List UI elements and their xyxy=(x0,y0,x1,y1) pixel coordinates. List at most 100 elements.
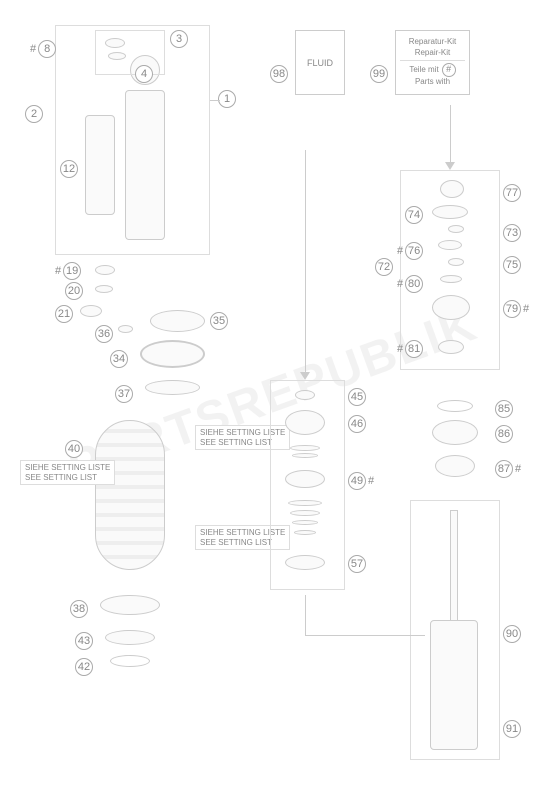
spring-coil xyxy=(95,420,165,570)
repair-line2: Repair-Kit xyxy=(400,48,465,58)
setting-label-left: SIEHE SETTING LISTE SEE SETTING LIST xyxy=(20,460,115,485)
shim-5 xyxy=(292,520,318,525)
shock-reservoir xyxy=(85,115,115,215)
callout-42: 42 xyxy=(75,658,93,676)
part-57 xyxy=(285,555,325,570)
circle-36: 36 xyxy=(95,325,113,343)
circle-1: 1 xyxy=(218,90,236,108)
hash-79: # xyxy=(523,303,529,315)
circle-98: 98 xyxy=(270,65,288,83)
hash-80: # xyxy=(397,278,403,290)
callout-72: 72 xyxy=(375,258,393,276)
shock-body-main xyxy=(125,90,165,240)
circle-2: 2 xyxy=(25,105,43,123)
circle-87: 87 xyxy=(495,460,513,478)
circle-12: 12 xyxy=(60,160,78,178)
callout-45: 45 xyxy=(348,388,366,406)
hash-icon: # xyxy=(442,63,456,77)
circle-35: 35 xyxy=(210,312,228,330)
circle-90: 90 xyxy=(503,625,521,643)
part-77 xyxy=(440,180,464,198)
part-42 xyxy=(110,655,150,667)
seal-ring-1 xyxy=(105,38,125,48)
callout-43: 43 xyxy=(75,632,93,650)
callout-85: 85 xyxy=(495,400,513,418)
circle-42: 42 xyxy=(75,658,93,676)
callout-12: 12 xyxy=(60,160,78,178)
callout-35: 35 xyxy=(210,312,228,330)
callout-91: 91 xyxy=(503,720,521,738)
part-87 xyxy=(435,455,475,477)
part-35 xyxy=(150,310,205,332)
hash-8: # xyxy=(30,43,36,55)
callout-2: 2 xyxy=(25,105,43,123)
circle-79: 79 xyxy=(503,300,521,318)
circle-20: 20 xyxy=(65,282,83,300)
part-76 xyxy=(438,240,462,250)
hash-76: # xyxy=(397,245,403,257)
callout-73: 73 xyxy=(503,224,521,242)
callout-49: 49 # xyxy=(348,472,374,490)
part-80 xyxy=(440,275,462,283)
callout-74: 74 xyxy=(405,206,423,224)
part-36 xyxy=(118,325,133,333)
leader-1 xyxy=(210,100,220,101)
circle-46: 46 xyxy=(348,415,366,433)
part-73 xyxy=(448,225,464,233)
callout-8: # 8 xyxy=(30,40,56,58)
circle-8: 8 xyxy=(38,40,56,58)
circle-74: 74 xyxy=(405,206,423,224)
circle-21: 21 xyxy=(55,305,73,323)
callout-40: 40 xyxy=(65,440,83,458)
leader-right-v xyxy=(450,105,451,165)
repair-line3: Teile mit xyxy=(409,65,438,75)
circle-37: 37 xyxy=(115,385,133,403)
part-74 xyxy=(432,205,468,219)
circle-72: 72 xyxy=(375,258,393,276)
circle-43: 43 xyxy=(75,632,93,650)
shim-6 xyxy=(294,530,316,535)
part-20 xyxy=(95,285,113,293)
seal-ring-2 xyxy=(108,52,126,60)
leader-bottom-h2 xyxy=(305,635,425,636)
callout-99: 99 xyxy=(370,65,388,83)
callout-34: 34 xyxy=(110,350,128,368)
callout-77: 77 xyxy=(503,184,521,202)
shim-4 xyxy=(290,510,320,516)
part-86 xyxy=(432,420,478,445)
repair-line4: Parts with xyxy=(400,77,465,87)
callout-1: 1 xyxy=(218,90,236,108)
fluid-label: FLUID xyxy=(300,58,340,68)
circle-57: 57 xyxy=(348,555,366,573)
part-75 xyxy=(448,258,464,266)
leader-bottom-h xyxy=(305,595,306,635)
callout-98: 98 xyxy=(270,65,288,83)
circle-99: 99 xyxy=(370,65,388,83)
shim-3 xyxy=(288,500,322,506)
callout-3: 3 xyxy=(170,30,188,48)
top-inset-box xyxy=(95,30,165,75)
part-38 xyxy=(100,595,160,615)
part-46 xyxy=(285,410,325,435)
circle-75: 75 xyxy=(503,256,521,274)
shim-2 xyxy=(292,453,318,458)
circle-80: 80 xyxy=(405,275,423,293)
circle-85: 85 xyxy=(495,400,513,418)
part-45 xyxy=(295,390,315,400)
circle-76: 76 xyxy=(405,242,423,260)
callout-4: 4 xyxy=(135,65,153,83)
part-79 xyxy=(432,295,470,320)
setting-de-1: SIEHE SETTING LISTE xyxy=(25,463,110,473)
part-34 xyxy=(140,340,205,368)
callout-81: # 81 xyxy=(397,340,423,358)
hash-49: # xyxy=(368,475,374,487)
shock-tube xyxy=(430,620,478,750)
circle-19: 19 xyxy=(63,262,81,280)
circle-40: 40 xyxy=(65,440,83,458)
part-19 xyxy=(95,265,115,275)
shock-rod xyxy=(450,510,458,630)
setting-en-1: SEE SETTING LIST xyxy=(25,473,110,483)
circle-86: 86 xyxy=(495,425,513,443)
callout-57: 57 xyxy=(348,555,366,573)
circle-4: 4 xyxy=(135,65,153,83)
